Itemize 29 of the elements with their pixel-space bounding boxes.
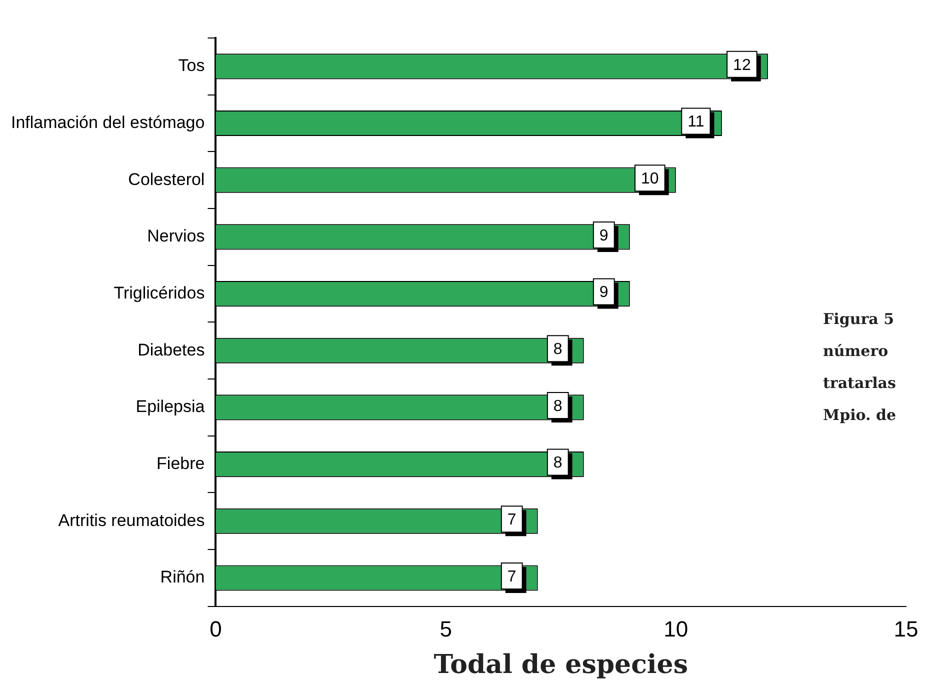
y-tick-label: Fiebre: [156, 454, 205, 473]
y-tick-label: Riñón: [160, 568, 205, 587]
data-label: 7: [507, 568, 516, 586]
data-label: 10: [641, 170, 659, 188]
data-label: 12: [733, 56, 751, 74]
x-tick-label: 10: [664, 616, 688, 642]
y-tick-label: Epilepsia: [136, 397, 206, 416]
data-label: 8: [553, 454, 562, 472]
x-tick-label: 5: [440, 616, 452, 642]
x-tick-label: 0: [210, 616, 222, 642]
data-label: 8: [553, 398, 562, 415]
annotation: Figura 5: [823, 310, 894, 328]
x-tick-label: 15: [894, 616, 918, 642]
y-tick-label: Tos: [178, 56, 205, 76]
y-tick-label: Artritis reumatoides: [58, 510, 205, 530]
annotation: Mpio. de: [823, 406, 896, 424]
annotation: número: [823, 342, 888, 360]
y-tick-label: Colesterol: [128, 170, 205, 189]
y-tick-label: Diabetes: [138, 340, 205, 360]
y-tick-label: Triglicéridos: [114, 283, 205, 302]
data-label: 8: [553, 341, 562, 358]
annotation: tratarlas: [823, 374, 896, 392]
data-label: 7: [507, 512, 516, 529]
y-tick-label: Nervios: [147, 226, 205, 246]
data-label: 11: [688, 114, 704, 131]
data-label: 9: [599, 227, 608, 244]
data-label: 9: [599, 284, 608, 302]
y-tick-label: Inflamación del estómago: [10, 112, 205, 132]
x-axis-title: Todal de especies: [434, 650, 688, 680]
